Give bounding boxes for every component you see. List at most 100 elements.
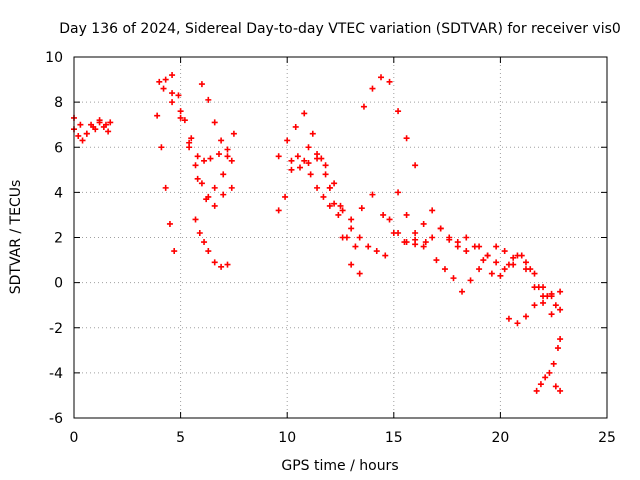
data-point [177,114,184,121]
series-arc-d [156,72,231,164]
y-tick-label: 8 [54,95,63,111]
data-point [542,374,549,381]
data-point [301,110,308,117]
data-point [554,345,561,352]
data-point [301,157,308,164]
data-point [412,162,419,169]
data-point [348,261,355,268]
data-point [522,259,529,266]
data-point [309,130,316,137]
data-point [433,257,440,264]
data-point [467,277,474,284]
data-point [314,184,321,191]
data-point [484,252,491,259]
data-point [169,72,176,79]
data-point [480,257,487,264]
data-point [224,153,231,160]
data-point [446,234,453,241]
series-arc-g [192,216,231,270]
data-point [77,121,84,128]
data-point [382,252,389,259]
x-tick-label: 15 [385,430,403,446]
data-point [518,252,525,259]
y-tick-label: 10 [45,50,63,66]
data-point [412,229,419,236]
data-point [395,108,402,115]
data-point [420,243,427,250]
data-point [441,266,448,273]
data-point [211,202,218,209]
data-point [356,234,363,241]
data-point [107,119,114,126]
data-point [158,144,165,151]
series-arc-f [169,99,235,203]
data-point [224,261,231,268]
data-point [454,239,461,246]
data-point [403,239,410,246]
data-point [514,320,521,327]
data-point [320,193,327,200]
y-tick-label: -2 [49,321,63,337]
data-point [322,162,329,169]
data-point [378,74,385,81]
data-point [369,191,376,198]
series-arc-a [71,119,112,144]
data-point [348,216,355,223]
y-tick-label: 2 [54,231,63,247]
data-point [552,302,559,309]
data-point [105,128,112,135]
data-point [205,248,212,255]
data-point [459,288,466,295]
data-point [557,336,564,343]
data-point [203,196,210,203]
data-point [463,234,470,241]
data-point [493,259,500,266]
data-point [501,266,508,273]
data-point [198,81,205,88]
data-point [476,243,483,250]
series-arc-i [275,153,333,214]
series-arc-r [454,234,555,300]
data-point [533,387,540,394]
data-point [220,171,227,178]
data-point [102,121,109,128]
data-point [211,119,218,126]
data-point [497,272,504,279]
data-point [211,184,218,191]
data-point [386,78,393,85]
data-point [160,85,167,92]
data-point [166,220,173,227]
series-arc-b [71,114,114,137]
series-arc-u [522,266,555,318]
grid-layer [74,57,607,418]
data-point [488,270,495,277]
series-arc-p [395,189,470,255]
data-point [305,160,312,167]
data-point [156,78,163,85]
data-point [326,202,333,209]
data-point [90,123,97,130]
data-point [188,135,195,142]
chart-title: Day 136 of 2024, Sidereal Day-to-day VTE… [59,21,621,37]
data-point [339,207,346,214]
data-point [292,123,299,130]
y-axis-label: SDTVAR / TECUs [8,180,24,295]
x-tick-label: 25 [598,430,616,446]
data-point [96,117,103,124]
data-point [296,164,303,171]
series-arc-t [505,288,564,327]
series-arc-n [360,74,419,169]
data-point [557,387,564,394]
x-tick-label: 0 [70,430,79,446]
data-point [546,369,553,376]
data-point [192,162,199,169]
series-arc-v [533,336,564,394]
data-point [548,290,555,297]
data-point [307,171,314,178]
y-tick-label: -4 [49,366,63,382]
series-arc-c [154,112,178,255]
data-point [314,151,321,158]
series-arc-j [275,110,359,250]
data-point [169,99,176,106]
